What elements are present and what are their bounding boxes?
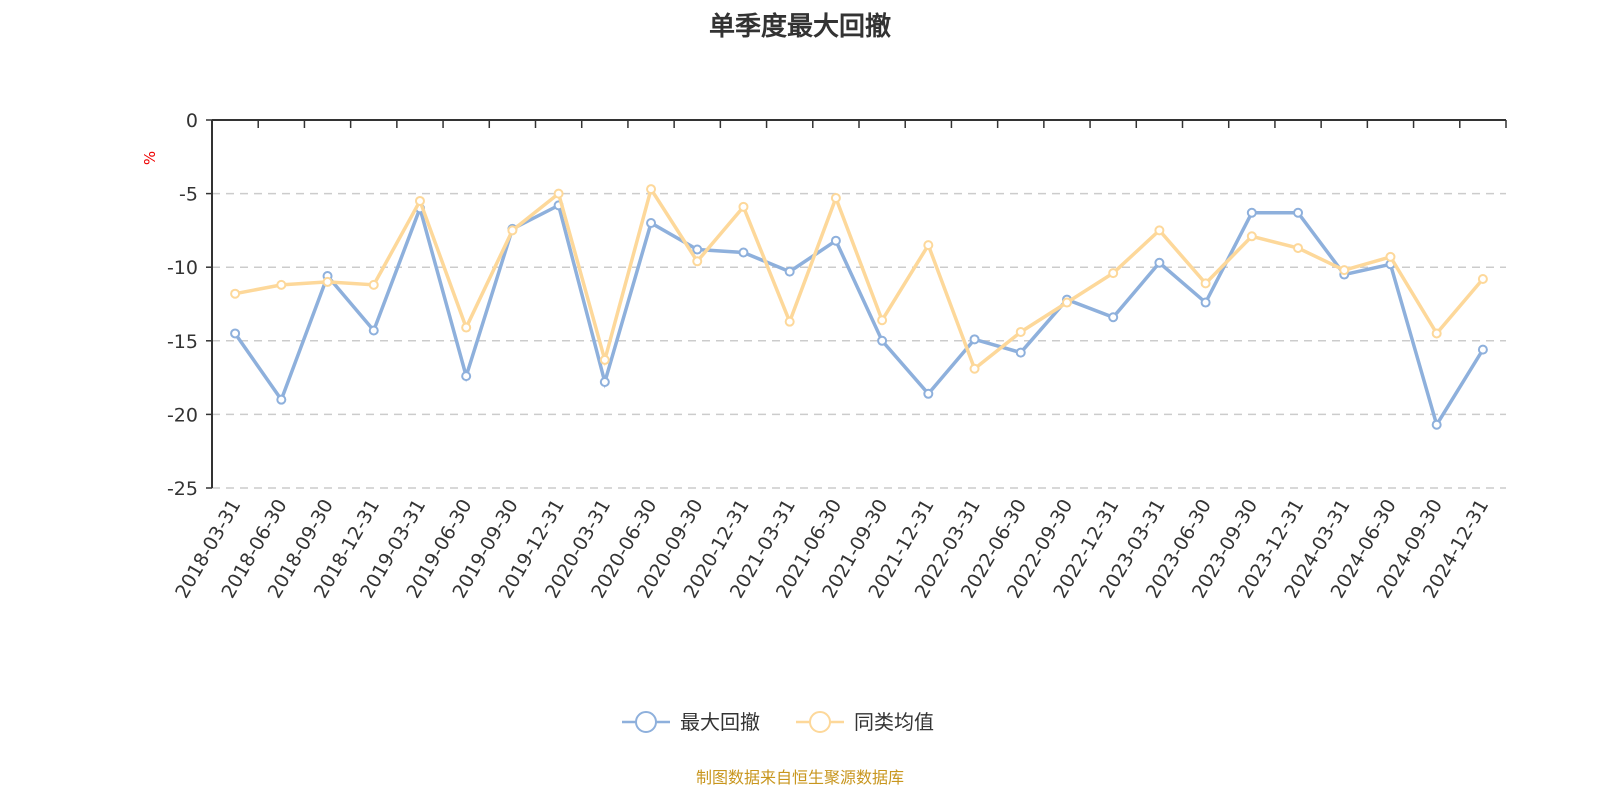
data-point: [230, 328, 241, 339]
data-point: [646, 184, 657, 195]
data-point: [368, 279, 379, 290]
data-point: [553, 188, 564, 199]
y-tick-label: -25: [167, 478, 198, 500]
data-point: [969, 363, 980, 374]
data-point: [276, 394, 287, 405]
y-tick-label: 0: [186, 110, 198, 132]
data-point: [738, 201, 749, 212]
data-point: [877, 335, 888, 346]
data-point: [1385, 251, 1396, 262]
data-point: [1108, 312, 1119, 323]
data-point: [923, 240, 934, 251]
data-point: [1154, 257, 1165, 268]
legend-marker: [635, 711, 657, 733]
data-point: [1246, 231, 1257, 242]
data-point: [414, 195, 425, 206]
data-point: [969, 334, 980, 345]
data-point: [322, 276, 333, 287]
data-point: [368, 325, 379, 336]
data-point: [1431, 328, 1442, 339]
data-point: [1431, 419, 1442, 430]
series-line: [234, 184, 1485, 372]
data-point: [1339, 265, 1350, 276]
data-point: [738, 247, 749, 258]
data-point: [1200, 297, 1211, 308]
data-point: [830, 193, 841, 204]
data-point: [1015, 347, 1026, 358]
data-point: [830, 235, 841, 246]
data-point: [599, 377, 610, 388]
data-point: [784, 316, 795, 327]
series-2: [230, 184, 1488, 374]
data-point: [923, 388, 934, 399]
data-point: [1154, 225, 1165, 236]
y-axis-label: %: [141, 151, 159, 165]
series-line: [233, 202, 1485, 429]
data-point: [1061, 297, 1072, 308]
data-point: [1200, 278, 1211, 289]
data-point: [692, 256, 703, 267]
y-tick-label: -10: [167, 257, 198, 279]
data-point: [692, 244, 703, 255]
legend-marker: [809, 711, 831, 733]
data-point: [1293, 243, 1304, 254]
data-source-note: 制图数据来自恒生聚源数据库: [695, 768, 904, 787]
legend-label: 同类均值: [854, 710, 934, 734]
data-point: [1477, 344, 1488, 355]
data-point: [784, 266, 795, 277]
data-point: [461, 371, 472, 382]
y-tick-label: -15: [167, 331, 198, 353]
series-1: [230, 200, 1488, 430]
data-point: [646, 218, 657, 229]
data-point: [461, 322, 472, 333]
data-point: [1246, 207, 1257, 218]
data-point: [1108, 268, 1119, 279]
data-point: [276, 279, 287, 290]
data-point: [877, 315, 888, 326]
data-point: [599, 354, 610, 365]
y-tick-label: -5: [179, 184, 198, 206]
data-point: [1477, 273, 1488, 284]
data-point: [1293, 207, 1304, 218]
chart-title: 单季度最大回撤: [708, 12, 891, 42]
legend-label: 最大回撤: [680, 710, 760, 734]
data-point: [1015, 326, 1026, 337]
data-point: [230, 288, 241, 299]
data-point: [507, 225, 518, 236]
y-tick-label: -20: [167, 404, 198, 426]
